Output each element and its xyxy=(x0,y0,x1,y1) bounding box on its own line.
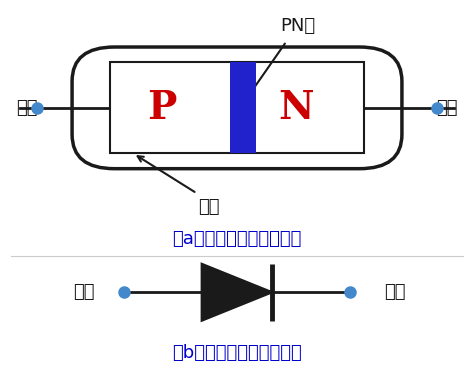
FancyBboxPatch shape xyxy=(72,47,402,169)
Text: 正极: 正极 xyxy=(17,99,38,117)
Text: 正极: 正极 xyxy=(73,283,95,301)
Text: N: N xyxy=(278,89,314,127)
Text: （b）　二极管的电路符号: （b） 二极管的电路符号 xyxy=(172,344,302,362)
Bar xyxy=(230,62,256,154)
Text: （a）　二极管结构示意图: （a） 二极管结构示意图 xyxy=(173,230,301,248)
Bar xyxy=(110,62,364,154)
Text: 外壳: 外壳 xyxy=(198,198,219,216)
Text: P: P xyxy=(147,89,176,127)
Text: 负极: 负极 xyxy=(384,283,406,301)
Text: PN结: PN结 xyxy=(281,17,316,35)
Polygon shape xyxy=(201,264,273,321)
Text: 负极: 负极 xyxy=(436,99,457,117)
